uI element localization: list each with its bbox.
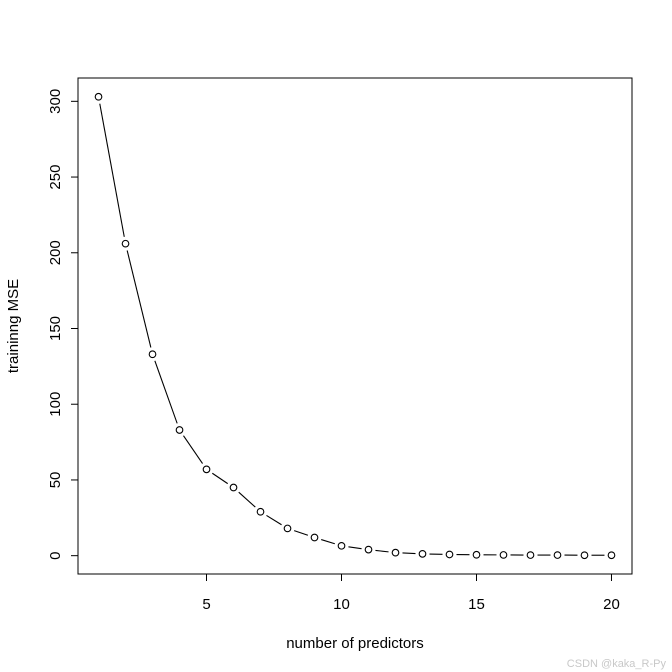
data-point	[580, 551, 589, 560]
x-tick-label: 10	[333, 596, 350, 613]
data-point	[418, 550, 427, 558]
data-point	[553, 551, 562, 559]
data-point	[364, 545, 373, 554]
x-tick-label: 15	[468, 596, 485, 613]
plot-box	[77, 77, 633, 575]
series-segment	[183, 435, 204, 464]
series-segment	[212, 472, 229, 485]
data-point	[229, 483, 238, 492]
series-segment	[266, 514, 282, 526]
series-layer	[94, 92, 616, 560]
y-axis-title: traininng MSE	[5, 279, 22, 373]
data-point	[391, 548, 400, 557]
series-segment	[348, 546, 362, 550]
y-tick-label: 250	[47, 165, 64, 190]
y-tick-label: 50	[47, 472, 64, 489]
data-point	[175, 426, 184, 434]
data-point	[310, 533, 319, 542]
data-point	[607, 551, 616, 560]
series-segment	[321, 539, 335, 545]
series-segment	[402, 552, 416, 555]
watermark: CSDN @kaka_R-Py	[566, 658, 666, 670]
y-tick-label: 200	[47, 240, 64, 265]
series-segment	[154, 360, 178, 424]
x-axis-title: number of predictors	[286, 635, 424, 652]
y-axis: 0 50 100 150 200 250 300	[47, 89, 79, 560]
data-point	[121, 239, 130, 248]
data-point	[202, 465, 211, 474]
data-point	[445, 550, 454, 559]
series-segment	[293, 530, 309, 536]
x-tick-label: 5	[202, 596, 210, 613]
data-point	[472, 550, 481, 559]
data-point	[148, 350, 157, 359]
data-point	[94, 92, 103, 101]
data-point	[337, 541, 346, 550]
data-point	[283, 524, 292, 533]
data-point	[499, 551, 508, 559]
data-point	[256, 507, 265, 516]
series-segment	[99, 103, 125, 237]
series-segment	[375, 549, 389, 553]
y-tick-label: 0	[47, 552, 64, 560]
series-segment	[126, 250, 152, 348]
y-tick-label: 100	[47, 392, 64, 417]
series-segment	[238, 491, 256, 508]
x-axis: 5 10 15 20	[202, 573, 620, 613]
data-point	[526, 551, 535, 559]
x-tick-label: 20	[603, 596, 620, 613]
y-tick-label: 300	[47, 89, 64, 114]
y-tick-label: 150	[47, 316, 64, 341]
